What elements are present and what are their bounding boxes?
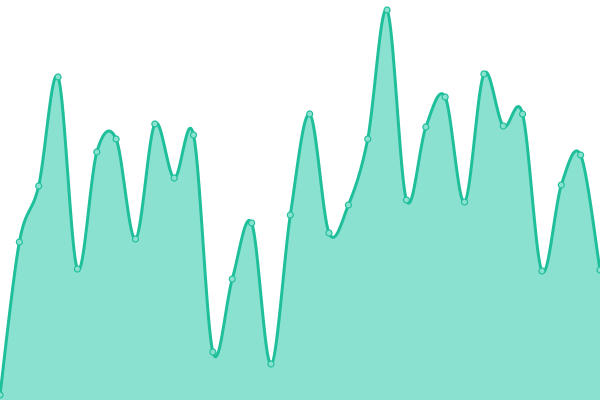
data-point-16[interactable] [306,110,314,118]
data-point-29[interactable] [557,181,565,189]
data-point-5[interactable] [93,148,101,156]
data-point-30[interactable] [577,151,585,159]
data-point-20[interactable] [383,6,391,14]
data-point-15[interactable] [286,211,294,219]
data-point-8[interactable] [151,120,159,128]
data-point-6[interactable] [112,135,120,143]
data-point-0[interactable] [0,391,4,399]
data-point-11[interactable] [209,348,217,356]
data-point-23[interactable] [441,93,449,101]
data-point-17[interactable] [325,229,333,237]
data-point-28[interactable] [538,267,546,275]
data-point-24[interactable] [460,198,469,206]
data-point-18[interactable] [344,201,352,209]
data-point-12[interactable] [228,275,236,283]
data-point-25[interactable] [480,70,488,78]
data-point-1[interactable] [15,238,23,246]
data-point-21[interactable] [402,196,411,204]
series-line [0,8,600,396]
data-point-14[interactable] [267,360,275,368]
data-point-19[interactable] [364,135,372,143]
data-point-13[interactable] [248,219,256,227]
data-point-7[interactable] [131,235,140,243]
data-point-27[interactable] [518,110,527,118]
data-point-9[interactable] [170,174,178,182]
data-point-31[interactable] [596,266,600,274]
data-point-26[interactable] [499,122,507,130]
data-point-2[interactable] [35,182,43,190]
area-fill [0,9,600,400]
data-point-3[interactable] [54,73,62,81]
data-point-22[interactable] [422,123,430,131]
data-point-10[interactable] [189,131,198,139]
data-point-4[interactable] [73,265,82,273]
